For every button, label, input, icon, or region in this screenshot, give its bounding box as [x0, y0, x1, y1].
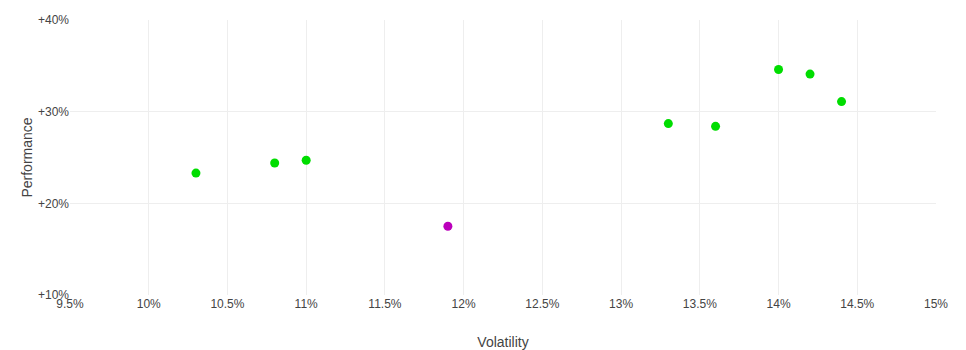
svg-text:14.5%: 14.5%: [840, 297, 874, 311]
svg-text:14%: 14%: [767, 297, 791, 311]
svg-text:+40%: +40%: [38, 13, 69, 27]
svg-text:11%: 11%: [295, 297, 318, 311]
svg-text:13%: 13%: [609, 297, 633, 311]
svg-text:15%: 15%: [924, 297, 948, 311]
svg-text:+20%: +20%: [38, 197, 69, 211]
svg-text:12.5%: 12.5%: [525, 297, 559, 311]
svg-text:+30%: +30%: [38, 105, 69, 119]
svg-text:12%: 12%: [452, 297, 476, 311]
svg-text:10%: 10%: [137, 297, 161, 311]
svg-text:13.5%: 13.5%: [683, 297, 717, 311]
svg-text:Performance: Performance: [19, 117, 35, 197]
svg-text:9.5%: 9.5%: [56, 297, 84, 311]
svg-text:Volatility: Volatility: [477, 334, 528, 350]
svg-text:+10%: +10%: [38, 288, 69, 302]
svg-text:11.5%: 11.5%: [368, 297, 401, 311]
svg-text:10.5%: 10.5%: [210, 297, 244, 311]
